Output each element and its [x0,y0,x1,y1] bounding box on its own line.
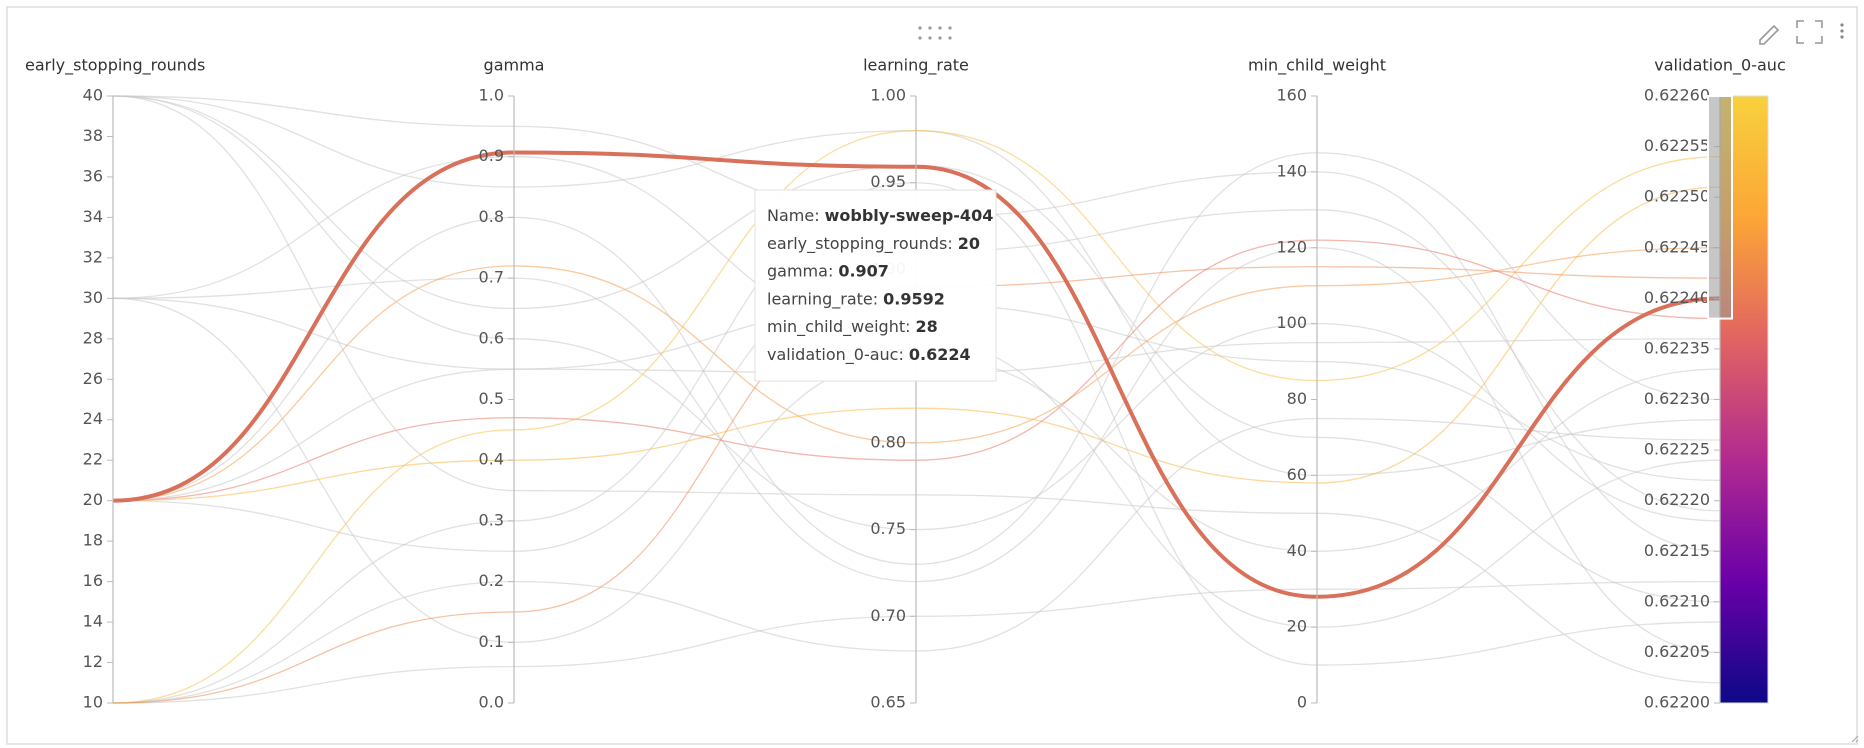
tick-label: 14 [83,612,103,631]
tick-label: 0.9 [479,146,504,165]
tick-label: 40 [83,86,103,105]
tick-label: 0.62200 [1644,693,1710,712]
tick-label: 0.62205 [1644,642,1710,661]
tick-label: 0.62215 [1644,541,1710,560]
tooltip-row: Name: wobbly-sweep-404 [767,206,993,225]
drag-handle[interactable] [918,26,952,40]
tooltip-value: 28 [916,317,938,336]
tick-label: 36 [83,166,103,185]
tick-label: 0.65 [870,693,906,712]
tick-label: 0.62230 [1644,389,1710,408]
tick-label: 16 [83,571,103,590]
tick-label: 160 [1276,86,1307,105]
tick-label: 0.62210 [1644,591,1710,610]
tick-label: 0.62245 [1644,237,1710,256]
tick-label: 38 [83,126,103,145]
axis-title: min_child_weight [1248,56,1386,76]
tick-label: 30 [83,288,103,307]
tooltip-value: 20 [958,233,980,252]
tooltip-label: Name: [767,206,820,225]
tooltip-row: validation_0-auc: 0.6224 [767,345,971,365]
run-line [112,247,1721,502]
tooltip-label: learning_rate: [767,289,878,309]
resize-handle[interactable] [1851,735,1859,743]
tick-label: 0.62255 [1644,136,1710,155]
tick-label: 0.3 [479,510,504,529]
tick-label: 26 [83,369,103,388]
tick-label: 0 [1297,693,1307,712]
tick-label: 0.75 [870,519,906,538]
tick-label: 80 [1287,389,1307,408]
run-line [112,247,1721,654]
fullscreen-icon[interactable] [1796,20,1823,44]
tick-label: 34 [83,207,103,226]
tooltip-label: min_child_weight: [767,317,911,337]
tooltip-row: gamma: 0.907 [767,261,889,280]
run-line [112,95,1721,684]
menu-icon[interactable] [1840,23,1844,39]
tick-label: 40 [1287,541,1307,560]
axis-title: gamma [484,56,545,75]
tick-label: 0.62235 [1644,338,1710,357]
run-line [112,417,1721,704]
tick-label: 140 [1276,161,1307,180]
tick-label: 0.62250 [1644,187,1710,206]
tick-label: 0.62260 [1644,86,1710,105]
tooltip-row: min_child_weight: 28 [767,317,938,337]
axis-title: learning_rate [863,56,969,76]
tooltip-value: wobbly-sweep-404 [825,206,994,225]
axis-title: early_stopping_rounds [25,56,205,76]
tick-label: 0.62220 [1644,490,1710,509]
tick-label: 0.62225 [1644,440,1710,459]
axis-title: validation_0-auc [1654,56,1785,76]
tick-label: 0.6 [479,328,504,347]
run-line [112,186,1721,502]
tick-label: 0.95 [870,172,906,191]
tick-label: 0.2 [479,571,504,590]
run-line [112,239,1721,502]
tick-label: 120 [1276,237,1307,256]
highlighted-line [112,150,1721,599]
tick-label: 18 [83,531,103,550]
tick-label: 20 [83,490,103,509]
tick-label: 0.4 [479,450,504,469]
tooltip: Name: wobbly-sweep-404 early_stopping_roun… [754,189,997,382]
tick-label: 100 [1276,313,1307,332]
tick-label: 0.80 [870,432,906,451]
tooltip-row: early_stopping_rounds: 20 [767,233,980,253]
tooltip-box [754,189,997,382]
edit-icon[interactable] [1759,24,1780,45]
tick-label: 0.7 [479,268,504,287]
tick-label: 28 [83,328,103,347]
tick-label: 1.0 [479,86,504,105]
brush [1707,95,1733,320]
tick-label: 22 [83,450,103,469]
tooltip-value: 0.6224 [909,345,971,364]
tooltip-label: validation_0-auc: [767,345,904,365]
tick-label: 12 [83,652,103,671]
tooltip-label: early_stopping_rounds: [767,233,953,253]
tick-label: 0.70 [870,606,906,625]
tick-label: 0.0 [479,693,504,712]
tooltip-value: 0.9592 [883,289,945,308]
tick-label: 0.1 [479,632,504,651]
tick-label: 32 [83,247,103,266]
tick-label: 1.00 [870,86,906,105]
tick-label: 24 [83,409,103,428]
tick-label: 0.5 [479,389,504,408]
tooltip-row: learning_rate: 0.9592 [767,289,945,309]
tick-label: 20 [1287,617,1307,636]
tick-label: 0.8 [479,207,504,226]
tooltip-value: 0.907 [838,261,889,280]
tick-label: 0.62240 [1644,288,1710,307]
tick-label: 10 [83,693,103,712]
tooltip-label: gamma: [767,261,833,280]
tick-label: 60 [1287,465,1307,484]
